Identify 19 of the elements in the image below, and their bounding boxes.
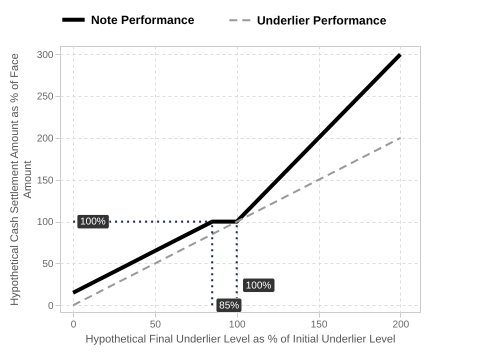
y-tick-label: 250 xyxy=(36,92,54,103)
annotation: 100% xyxy=(80,216,106,228)
legend-label: Note Performance xyxy=(91,12,195,27)
annotation: 100% xyxy=(246,280,272,292)
y-tick-label: 0 xyxy=(48,300,54,312)
legend-label: Underlier Performance xyxy=(257,13,387,28)
y-axis-title: Hypothetical Cash Settlement Amount as % of Face Amount xyxy=(8,53,34,306)
x-tick-label: 50 xyxy=(150,320,162,330)
y-tick-label: 300 xyxy=(36,50,54,61)
x-tick-label: 100 xyxy=(228,320,246,330)
y-tick-label: 50 xyxy=(42,258,54,270)
y-tick-label: 200 xyxy=(36,134,54,145)
y-tick-label: 150 xyxy=(36,175,54,186)
annotation: 85% xyxy=(219,300,240,312)
x-tick-label: 150 xyxy=(310,320,328,330)
x-axis-title: Hypothetical Final Underlier Level as % of Initial Underlier Level xyxy=(86,334,396,346)
y-tick-label: 100 xyxy=(36,217,54,228)
x-tick-label: 0 xyxy=(70,320,77,330)
x-tick-label: 200 xyxy=(392,320,410,330)
